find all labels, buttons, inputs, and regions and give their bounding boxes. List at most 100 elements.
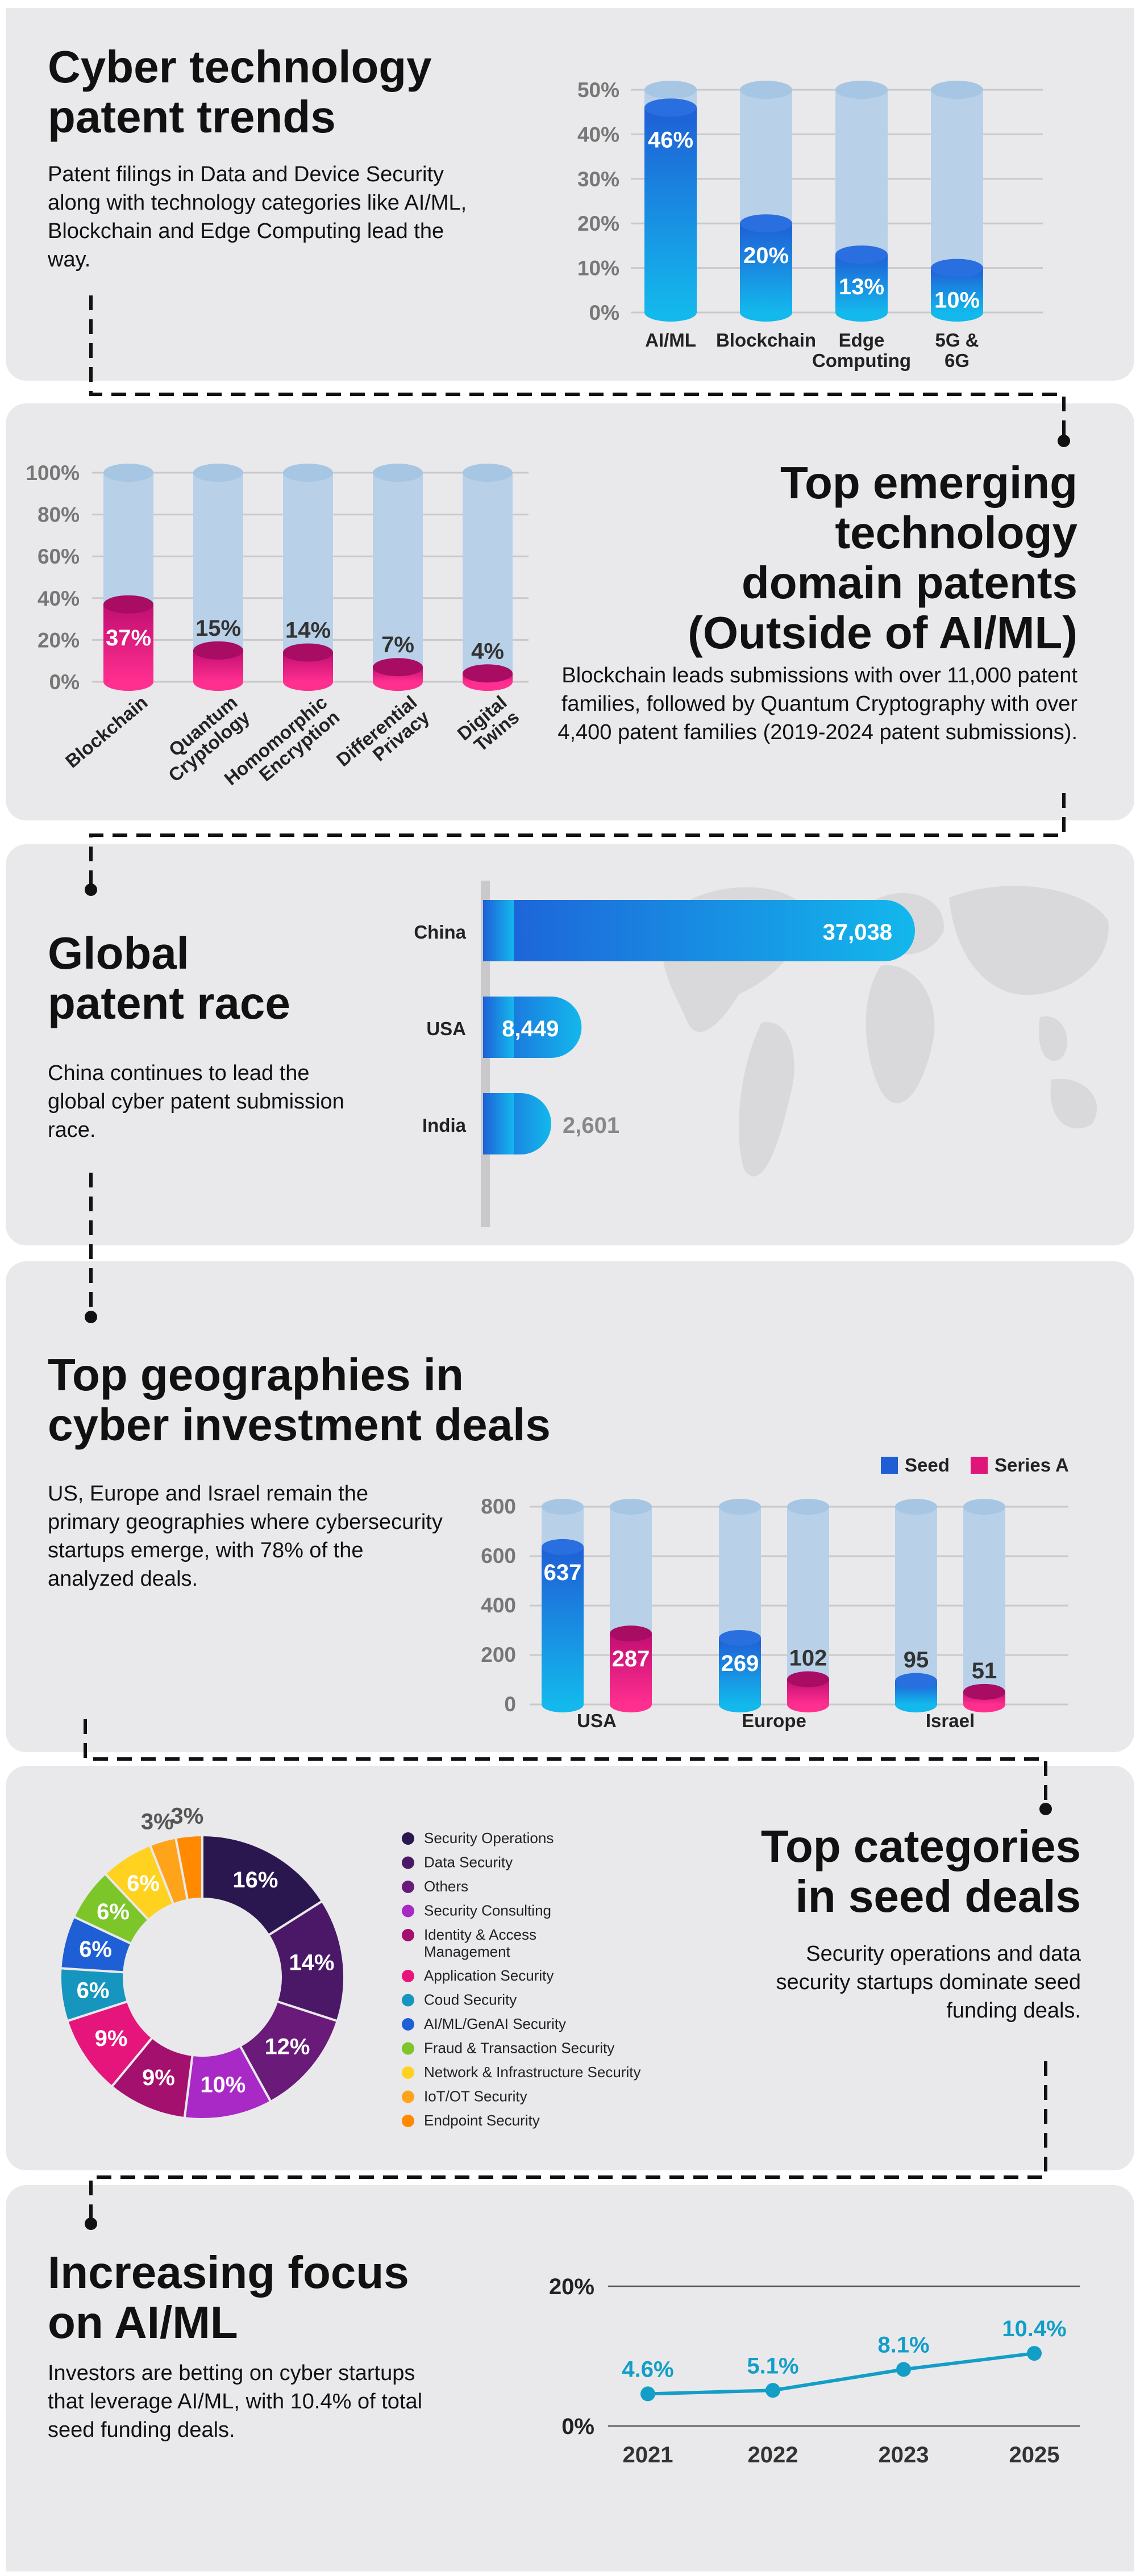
section5-title-line2: in seed deals xyxy=(795,1871,1081,1921)
y-tick-label: 80% xyxy=(38,503,80,527)
connector-dot-4 xyxy=(1039,1803,1052,1815)
section4-title: Top geographies in cyber investment deal… xyxy=(48,1350,551,1450)
section5-description: Security operations and data security st… xyxy=(776,1942,1081,2023)
x-tick-label: 2025 xyxy=(1009,2442,1060,2467)
bar-track-cap xyxy=(373,464,423,482)
data-label: 37% xyxy=(106,626,151,651)
donut-slice xyxy=(201,1833,324,1937)
data-label: 4% xyxy=(471,639,504,664)
bar-cap xyxy=(373,658,423,677)
section6-title-line2: on AI/ML xyxy=(48,2297,238,2348)
bar xyxy=(719,1637,761,1704)
section3-title-line1: Global xyxy=(48,928,189,978)
section2-title-line2: technology xyxy=(835,507,1077,558)
bar-track-cap xyxy=(193,464,243,482)
data-label: 637 xyxy=(544,1560,582,1585)
section3-description: China continues to lead the global cyber… xyxy=(48,1061,344,1142)
y-category-label: China xyxy=(414,922,466,943)
chart-seed-categories: 16% 14% 12% 10% 9% 9% 6% 6% 6% 6% 3%3% Security Ope… xyxy=(59,1803,640,2129)
bar-track-cap xyxy=(610,1499,652,1515)
connector-1 xyxy=(89,295,1066,437)
bar-left-square xyxy=(483,900,514,961)
data-label: 3% xyxy=(170,1803,203,1828)
legend-marker xyxy=(402,1904,414,1918)
data-label: 12% xyxy=(264,2035,310,2060)
connector-dot-3 xyxy=(85,1311,97,1323)
bar-track-cap xyxy=(931,81,983,99)
data-label: 3% xyxy=(141,1809,174,1834)
bar-cap xyxy=(787,1671,829,1687)
bar-track-cap xyxy=(719,1499,761,1515)
legend-swatch-series-a xyxy=(971,1457,988,1474)
connector-2 xyxy=(89,793,1066,887)
data-label: 2,601 xyxy=(563,1113,619,1138)
y-tick-label: 10% xyxy=(577,257,619,280)
legend-marker xyxy=(402,1994,414,2007)
data-label: 102 xyxy=(789,1646,827,1671)
bar-track xyxy=(463,473,513,682)
bar-cap xyxy=(644,98,697,117)
data-label: 7% xyxy=(381,632,414,657)
section2-title-line1: Top emerging xyxy=(780,457,1077,508)
bar xyxy=(740,223,792,312)
map-landmass xyxy=(949,886,1109,995)
bar-cap xyxy=(835,245,888,264)
bar-track-cap xyxy=(740,81,792,99)
section5-title: Top categories in seed deals xyxy=(761,1821,1081,1921)
y-tick-label: 0% xyxy=(49,670,80,694)
y-tick-label: 30% xyxy=(577,168,619,191)
data-label: 6% xyxy=(127,1871,160,1896)
data-point xyxy=(765,2383,780,2398)
data-label: 10% xyxy=(934,288,980,313)
connector-dot-1 xyxy=(1058,435,1070,447)
bar-left-square xyxy=(483,1093,514,1154)
legend-marker xyxy=(402,2042,414,2055)
bar-track-cap xyxy=(103,464,153,482)
y-tick-label: 40% xyxy=(577,123,619,146)
data-label: 15% xyxy=(195,616,241,641)
y-tick-label: 20% xyxy=(38,628,80,652)
y-tick-label: 20% xyxy=(549,2274,594,2299)
chart-emerging-domains: 0%20%40%60%80%100%37%Blockchain15%Quantu… xyxy=(26,461,529,789)
data-label: 6% xyxy=(77,1978,110,2003)
section2-description: Blockchain leads submissions with over 1… xyxy=(557,664,1077,744)
bar-track-cap xyxy=(542,1499,584,1515)
bar xyxy=(644,107,697,313)
data-point xyxy=(896,2362,911,2377)
x-category-label: Blockchain xyxy=(61,691,152,772)
series-line xyxy=(647,2352,1035,2396)
legend-label: Coud Security xyxy=(424,1991,517,2008)
y-tick-label: 0 xyxy=(504,1693,516,1716)
map-landmass xyxy=(866,965,935,1103)
panel-aiml-focus xyxy=(6,2185,1134,2571)
section1-title-line2: patent trends xyxy=(48,91,336,142)
bar xyxy=(483,900,915,961)
data-label: 37,038 xyxy=(823,920,892,945)
bar-cap xyxy=(610,1625,652,1642)
bar-track-cap xyxy=(787,1499,829,1515)
bar-track xyxy=(895,1507,937,1704)
connector-dot-5 xyxy=(85,2217,97,2230)
y-tick-label: 0% xyxy=(561,2414,594,2439)
legend-label: Endpoint Security xyxy=(424,2112,540,2129)
data-label: 14% xyxy=(285,618,331,643)
y-tick-label: 600 xyxy=(481,1544,516,1568)
data-label: 51 xyxy=(972,1658,997,1683)
x-tick-label: 2021 xyxy=(623,2442,673,2467)
legend-label-seed: Seed xyxy=(905,1454,950,1475)
y-category-label: USA xyxy=(426,1018,466,1039)
data-label: 10.4% xyxy=(1002,2316,1066,2341)
data-label: 46% xyxy=(648,127,693,152)
data-label: 6% xyxy=(79,1937,112,1962)
data-label: 6% xyxy=(97,1899,130,1924)
bar-cap xyxy=(283,643,333,662)
data-label: 4.6% xyxy=(622,2357,673,2382)
legend-label: Network & Infrastructure Security xyxy=(424,2064,640,2081)
legend-label: Application Security xyxy=(424,1967,554,1984)
legend-marker xyxy=(402,2018,414,2031)
legend-marker xyxy=(402,1929,414,1941)
legend-label: Security Operations xyxy=(424,1829,554,1846)
x-tick-label: 2023 xyxy=(879,2442,929,2467)
data-label: 95 xyxy=(904,1648,929,1673)
